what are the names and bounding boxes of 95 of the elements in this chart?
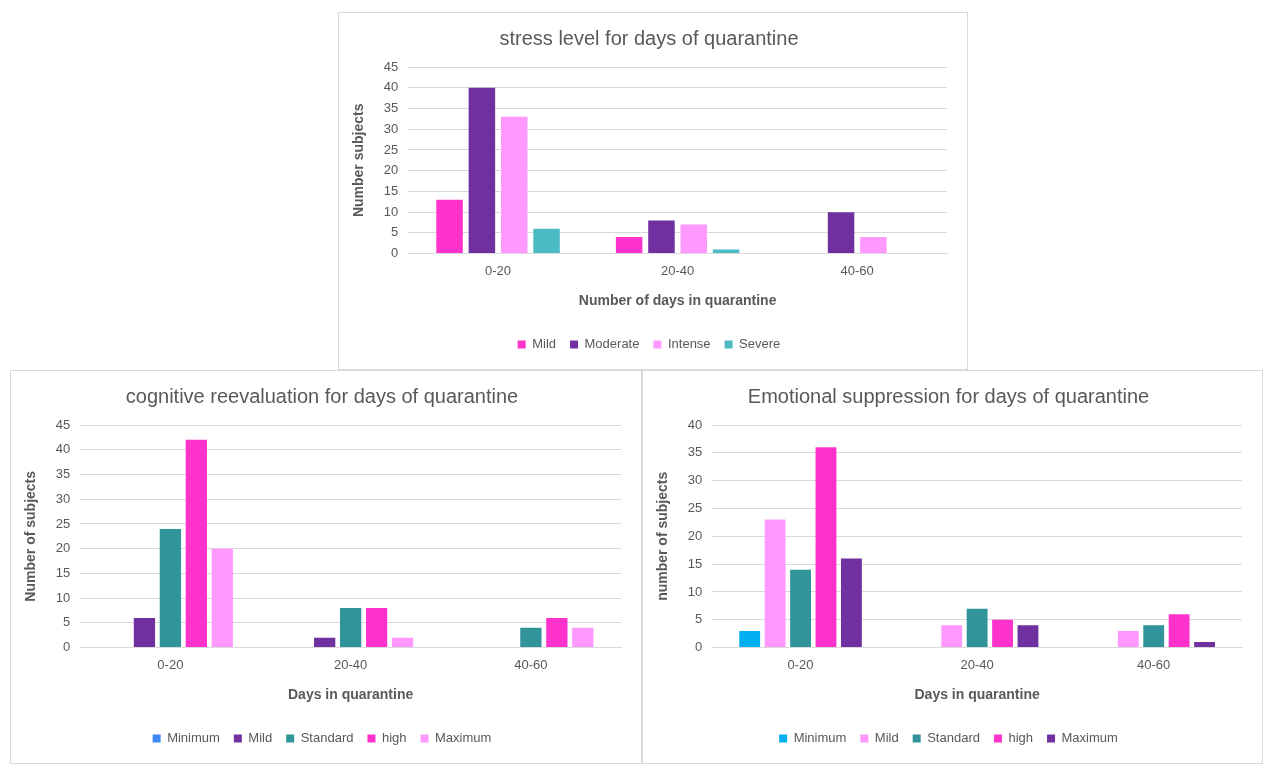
bar [992,619,1013,648]
legend-label: Mild [248,730,273,746]
x-tick-label: 0-20 [787,656,814,672]
y-tick-label: 30 [55,490,71,506]
y-tick-label: 15 [383,182,399,198]
x-tick-label: 40-60 [840,262,874,278]
legend-label: high [381,730,407,746]
x-tick-label: 40-60 [514,656,548,672]
y-axis-title: Number of subjects [22,470,39,602]
bar [1117,630,1139,648]
bar [840,558,862,648]
y-tick-label: 40 [383,79,399,95]
bar [827,212,855,254]
legend-label: Maximum [435,730,492,746]
x-tick-label: 20-40 [661,262,695,278]
legend-label: high [1008,730,1034,746]
bar [314,637,336,648]
bar [468,87,496,254]
bar [860,237,887,254]
y-tick-label: 40 [55,441,71,457]
bar [1194,642,1215,648]
y-tick-label: 25 [55,515,71,531]
bar [941,625,963,648]
bar [533,228,560,254]
bar [365,608,388,648]
y-tick-label: 10 [687,583,703,599]
chart-title: Emotional suppression for days of quarantine [747,384,1150,407]
x-axis-title: Number of days in quarantine [578,292,777,309]
x-tick-label: 40-60 [1137,656,1171,672]
legend-label: Standard [300,730,354,746]
bar [500,116,528,254]
y-tick-label: 10 [383,203,399,219]
y-tick-label: 20 [383,162,399,178]
y-tick-label: 20 [687,527,703,543]
y-tick-label: 5 [63,614,71,630]
legend-label: Maximum [1061,730,1118,746]
y-tick-label: 35 [55,466,71,482]
bar [546,617,568,648]
legend-label: Moderate [584,336,640,352]
y-tick-label: 40 [687,416,703,432]
bar [815,447,837,648]
y-tick-label: 5 [695,611,703,627]
bar [1017,625,1039,648]
legend-label: Intense [667,336,711,352]
chart-title: stress level for days of quarantine [499,26,799,49]
y-tick-label: 20 [55,540,71,556]
bar [391,637,414,648]
bar [790,569,811,648]
x-tick-label: 20-40 [334,656,368,672]
y-tick-label: 35 [383,100,399,116]
bar [159,528,182,648]
y-tick-label: 15 [55,564,71,580]
bar [436,199,463,254]
bar [615,237,643,254]
bar [520,627,542,648]
y-tick-label: 5 [391,224,399,240]
y-tick-label: 0 [695,639,703,655]
bar [648,220,675,254]
y-tick-label: 30 [687,472,703,488]
bar [966,608,988,648]
x-tick-label: 0-20 [157,656,184,672]
bar [1168,614,1190,648]
y-tick-label: 45 [55,416,71,432]
y-tick-label: 10 [55,589,71,605]
bar [339,608,362,648]
bar [133,617,156,648]
y-tick-label: 35 [687,444,703,460]
bar [680,224,708,254]
y-axis-title: Number subjects [350,103,367,218]
bar [712,249,740,254]
bar [739,630,761,648]
bar [764,519,786,648]
y-tick-label: 15 [687,555,703,571]
x-tick-label: 0-20 [485,262,512,278]
legend-label: Standard [927,730,980,746]
chart-title: cognitive reevaluation for days of quarantine [125,384,519,407]
legend-label: Minimum [167,730,220,746]
y-tick-label: 25 [687,500,703,516]
y-tick-label: 0 [63,639,71,655]
legend-label: Minimum [793,730,847,746]
x-tick-label: 20-40 [960,656,994,672]
y-tick-label: 30 [383,120,399,136]
legend-label: Mild [532,336,557,352]
legend-label: Severe [739,336,781,352]
y-axis-title: number of subjects [654,471,671,601]
legend-label: Mild [874,730,899,746]
bar [211,548,233,648]
bar [572,627,594,648]
x-axis-title: Days in quarantine [288,686,414,703]
bar [185,439,207,648]
y-tick-label: 45 [383,58,399,74]
x-axis-title: Days in quarantine [914,686,1040,703]
y-tick-label: 0 [391,245,399,261]
bar [1143,625,1165,648]
y-tick-label: 25 [383,141,399,157]
